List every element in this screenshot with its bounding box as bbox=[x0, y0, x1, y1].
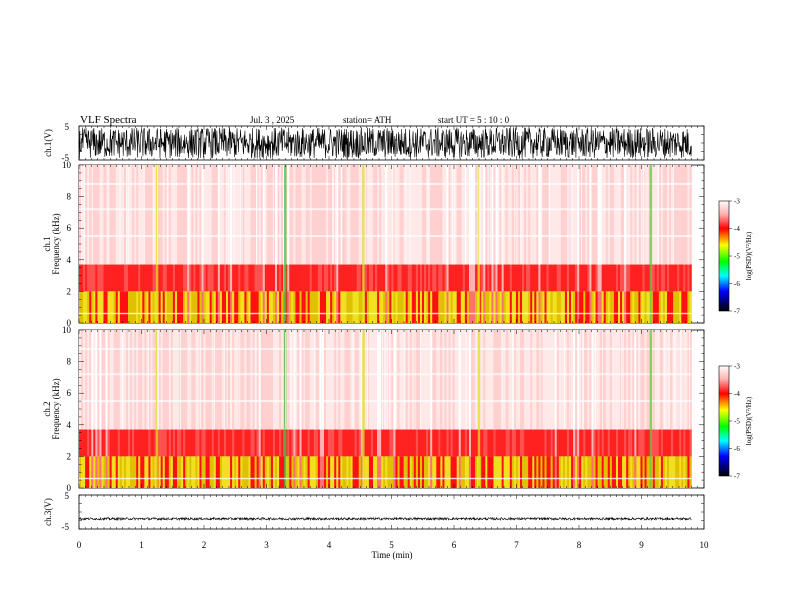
ch3-ylabel: ch.3(V) bbox=[43, 498, 53, 526]
ch1-waveform-panel: 5 -5 ch.1(V) bbox=[43, 122, 705, 163]
colorbar-tick-label: -4 bbox=[734, 225, 740, 233]
colorbar-tick-label: -5 bbox=[734, 253, 740, 261]
colorbar-tick-label: -6 bbox=[734, 445, 740, 453]
frequency-tick-label: 6 bbox=[67, 388, 72, 398]
colorbar-tick-label: -7 bbox=[734, 473, 740, 481]
ch2-spectrogram-ylabel-channel: ch.2 bbox=[42, 401, 52, 416]
time-tick-label: 7 bbox=[514, 540, 519, 550]
ch2-spectrogram-ylabel-freq: Frequency (kHz) bbox=[51, 378, 61, 439]
ch3-waveform-trace bbox=[78, 516, 692, 522]
time-tick-label: 9 bbox=[639, 540, 644, 550]
frequency-tick-label: 8 bbox=[67, 357, 72, 367]
date-label: Jul. 3 , 2025 bbox=[250, 115, 295, 125]
time-axis: 0 1 2 3 4 5 6 7 8 9 10 bbox=[77, 125, 710, 550]
colorbar-tick-label: -6 bbox=[734, 280, 740, 288]
ch1-ylabel: ch.1(V) bbox=[43, 129, 53, 157]
time-tick-label: 0 bbox=[77, 540, 82, 550]
time-tick-label: 6 bbox=[452, 540, 457, 550]
ch1-spectrogram-ylabel-channel: ch.1 bbox=[42, 236, 52, 251]
ch1-spectrogram-ylabel-freq: Frequency (kHz) bbox=[51, 213, 61, 274]
colorbar-tick-label: -5 bbox=[734, 418, 740, 426]
frequency-tick-label: 10 bbox=[62, 160, 72, 170]
frequency-tick-label: 8 bbox=[67, 192, 72, 202]
time-tick-label: 4 bbox=[327, 540, 332, 550]
time-tick-label: 1 bbox=[139, 540, 144, 550]
station-label: station= ATH bbox=[343, 115, 392, 125]
ch1-colorbar-label: log(PSD)(V²/Hz) bbox=[745, 231, 753, 280]
colorbar-tick-label: -3 bbox=[734, 363, 740, 371]
time-tick-label: 3 bbox=[264, 540, 269, 550]
frequency-tick-label: 10 bbox=[62, 325, 72, 335]
frequency-tick-label: 0 bbox=[67, 483, 72, 493]
time-tick-label: 10 bbox=[700, 540, 710, 550]
time-tick-label: 8 bbox=[577, 540, 582, 550]
figure-title: VLF Spectra bbox=[80, 114, 137, 126]
ch3-waveform-panel: 5 -5 ch.3(V) bbox=[43, 491, 705, 532]
time-tick-label: 5 bbox=[389, 540, 394, 550]
frequency-tick-label: 2 bbox=[67, 451, 72, 461]
frequency-tick-label: 0 bbox=[67, 318, 72, 328]
frequency-tick-label: 6 bbox=[67, 223, 72, 233]
colorbar-tick-label: -4 bbox=[734, 390, 740, 398]
frequency-tick-label: 4 bbox=[67, 255, 72, 265]
ch2-colorbar bbox=[718, 365, 730, 477]
ch1-spectrogram-image bbox=[79, 165, 692, 323]
start-time-label: start UT = 5 : 10 : 0 bbox=[438, 115, 510, 125]
colorbar-tick-label: -7 bbox=[734, 308, 740, 316]
ch2-spectrogram-image bbox=[79, 330, 692, 488]
ch1-ytick-bottom: -5 bbox=[62, 153, 70, 163]
ch1-waveform-trace bbox=[78, 127, 692, 159]
frequency-tick-label: 4 bbox=[67, 420, 72, 430]
ch2-colorbar-label: log(PSD)(V²/Hz) bbox=[745, 396, 753, 445]
ch1-ytick-top: 5 bbox=[65, 122, 70, 132]
ch1-colorbar bbox=[718, 200, 730, 312]
colorbar-tick-label: -3 bbox=[734, 198, 740, 206]
time-tick-label: 2 bbox=[202, 540, 207, 550]
ch3-ytick-top: 5 bbox=[65, 491, 70, 501]
ch3-ytick-bottom: -5 bbox=[62, 522, 70, 532]
frequency-tick-label: 2 bbox=[67, 286, 72, 296]
time-axis-label: Time (min) bbox=[372, 550, 413, 560]
